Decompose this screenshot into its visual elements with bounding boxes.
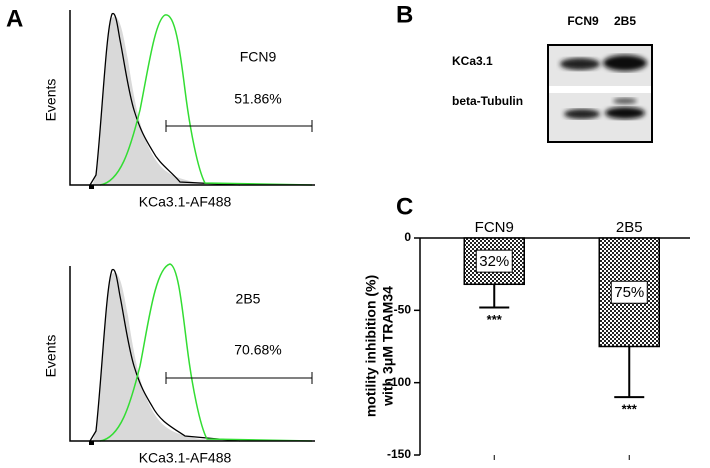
stain-histogram	[99, 14, 313, 186]
error-bar	[614, 346, 645, 399]
error-bar	[479, 284, 510, 309]
value-label: 32%	[479, 253, 509, 270]
flow-plot	[69, 10, 315, 189]
significance: ***	[622, 402, 638, 417]
y-tick-label: -100	[387, 375, 411, 389]
y-axis-label: Events	[43, 79, 59, 122]
isotype-histogram	[89, 12, 241, 186]
value-label-box	[475, 249, 513, 273]
gate-percent: 51.86%	[234, 91, 281, 107]
x-axis-label: KCa3.1-AF488	[139, 194, 232, 210]
y-tick-label: -50	[394, 303, 412, 317]
blot-image	[547, 44, 653, 143]
panel-label: A	[6, 5, 23, 32]
sample-label: FCN9	[240, 49, 277, 65]
panel-label: B	[396, 1, 413, 28]
y-axis-label: motility inhibition (%)	[363, 275, 379, 417]
isotype-histogram	[89, 268, 241, 442]
significance: ***	[487, 312, 503, 327]
lane-label: 2B5	[614, 14, 636, 28]
axis-marker	[89, 441, 94, 445]
category-label: FCN9	[475, 219, 514, 236]
gate-percent: 70.68%	[234, 342, 281, 358]
axis-marker	[89, 185, 94, 189]
y-tick-label: -150	[387, 447, 411, 461]
lane-label: FCN9	[567, 14, 599, 28]
x-axis-label: KCa3.1-AF488	[139, 450, 232, 466]
control-histogram	[92, 16, 240, 185]
category-label: 2B5	[616, 219, 643, 236]
value-label: 75%	[614, 284, 644, 301]
gate	[165, 120, 313, 132]
band-label: beta-Tubulin	[452, 94, 523, 108]
flow-plot	[69, 263, 315, 445]
y-tick-label: 0	[404, 230, 411, 244]
axes	[69, 10, 315, 186]
y-axis-label: with 3μM TRAM34	[380, 286, 396, 407]
bar-chart: motility inhibition (%) with 3μM TRAM34 …	[363, 219, 690, 461]
panel-label: C	[396, 193, 413, 220]
stain-histogram	[99, 263, 313, 442]
y-axis-label: Events	[43, 335, 59, 378]
value-label-box	[610, 280, 648, 304]
axes	[69, 266, 315, 442]
gate	[165, 372, 313, 384]
band-label: KCa3.1	[452, 54, 493, 68]
control-histogram	[92, 272, 240, 441]
sample-label: 2B5	[236, 291, 261, 307]
